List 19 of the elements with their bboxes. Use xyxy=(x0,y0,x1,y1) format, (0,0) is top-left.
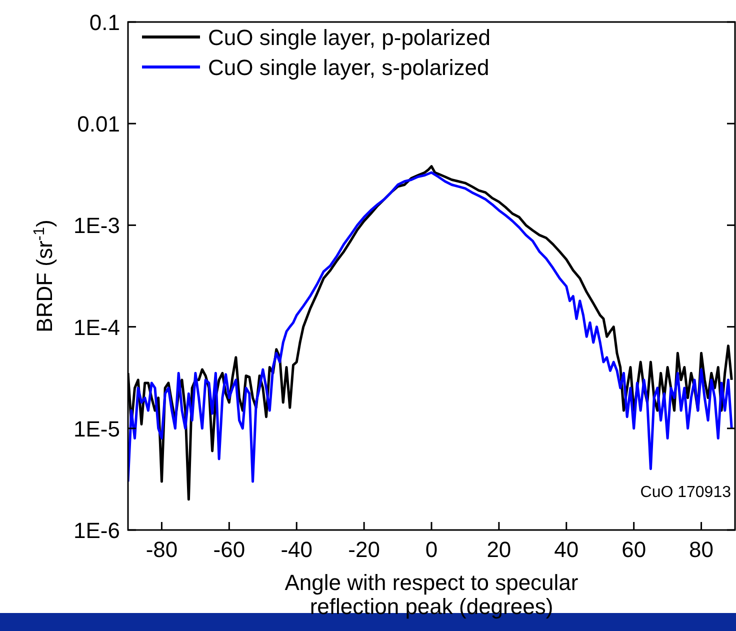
y-tick-label: 1E-3 xyxy=(74,213,120,238)
x-tick-label: -20 xyxy=(348,537,380,562)
legend-label: CuO single layer, p-polarized xyxy=(208,25,490,50)
x-tick-label: 0 xyxy=(425,537,438,562)
x-tick-label: -40 xyxy=(280,537,313,562)
y-tick-label: 0.01 xyxy=(77,112,120,137)
x-tick-label: 80 xyxy=(689,537,714,562)
y-tick-label: 1E-4 xyxy=(74,314,120,340)
y-tick-label: 1E-6 xyxy=(74,518,120,543)
x-tick-label: 40 xyxy=(554,537,579,562)
x-tick-label: -80 xyxy=(146,537,178,562)
x-tick-label: 60 xyxy=(622,537,646,562)
x-axis-title: Angle with respect to specular reflection peak (degrees) xyxy=(284,570,578,619)
y-tick-label: 0.1 xyxy=(89,10,120,35)
legend-label: CuO single layer, s-polarized xyxy=(208,55,490,80)
x-tick-label: 20 xyxy=(486,537,512,562)
y-tick-label: 1E-5 xyxy=(74,416,120,442)
x-tick-label: -60 xyxy=(213,537,246,562)
annotation: CuO 170913 xyxy=(640,484,732,501)
